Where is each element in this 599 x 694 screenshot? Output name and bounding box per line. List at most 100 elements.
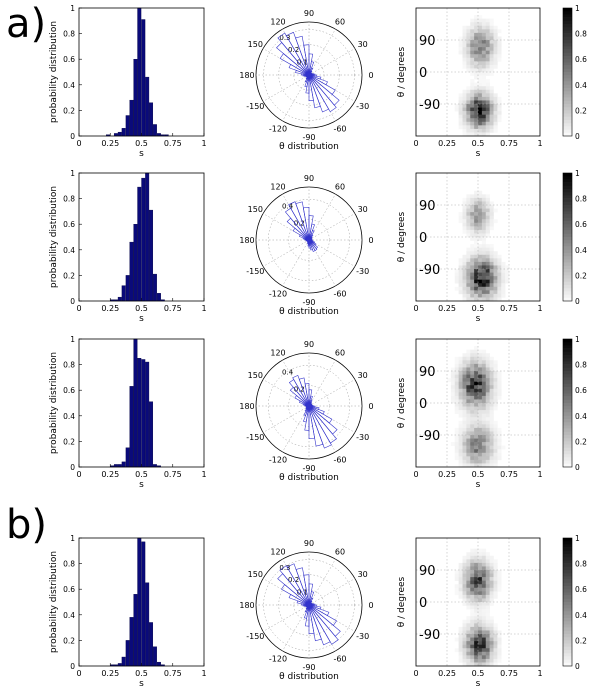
heatmap-cell — [481, 68, 487, 73]
heatmap-cell — [485, 293, 490, 298]
heatmap-cell — [489, 290, 494, 295]
heatmap-cell — [466, 431, 471, 436]
heatmap-cell — [489, 118, 494, 123]
heatmap-cell — [481, 132, 487, 137]
polar-angle-label: -30 — [356, 267, 369, 276]
heatmap-cell — [474, 623, 479, 628]
heatmap-cell — [481, 276, 487, 280]
heatmap-cell — [470, 293, 475, 298]
heatmap-cell — [470, 194, 475, 199]
heatmap-cell — [474, 658, 479, 663]
histogram-bar — [125, 447, 130, 468]
heatmap-cell — [466, 229, 471, 234]
heatmap-cell — [478, 215, 483, 220]
heatmap-cell — [489, 566, 494, 571]
colorbar-segment — [563, 126, 572, 130]
heatmap-cell — [497, 584, 502, 589]
heatmap-cell — [481, 229, 487, 234]
heatmap-cell — [481, 548, 487, 553]
heatmap-cell — [478, 121, 483, 126]
heatmap-cell — [481, 591, 487, 596]
heatmap-cell — [466, 215, 471, 220]
histogram-bar — [125, 115, 130, 137]
heatmap-cell — [481, 381, 487, 386]
polar-angle-label: -60 — [333, 456, 346, 465]
colorbar-segment — [563, 637, 572, 641]
polar-grid-spoke — [262, 239, 310, 267]
heatmap-cell — [470, 417, 475, 422]
heatmap-cell — [485, 388, 490, 393]
heatmap-cell — [470, 121, 475, 126]
colorbar-segment — [563, 195, 572, 199]
heatmap-cell — [489, 452, 494, 457]
heatmap-cell — [478, 96, 483, 101]
heatmap-cell — [474, 641, 479, 645]
colorbar-segment — [563, 570, 572, 574]
colorbar-segment — [563, 173, 572, 177]
heatmap-cell — [470, 82, 475, 87]
heatmap-cell — [470, 50, 475, 55]
colorbar-segment — [563, 179, 572, 183]
heatmap-cell — [466, 459, 471, 464]
colorbar-segment — [563, 624, 572, 628]
polar-angle-label: 90 — [304, 174, 314, 183]
heatmap-cell — [489, 93, 494, 98]
heatmap-cell — [478, 89, 483, 94]
polar-grid-ring — [267, 364, 351, 448]
heatmap-cell — [462, 555, 467, 560]
heatmap-cell — [470, 297, 475, 302]
heatmap-cell — [489, 265, 494, 270]
heatmap-cell — [485, 194, 490, 199]
heatmap-cell — [466, 118, 471, 123]
heatmap-cell — [470, 658, 475, 663]
heatmap-cell — [485, 623, 490, 628]
heatmap-cell — [485, 602, 490, 606]
heatmap-cell — [462, 205, 467, 209]
heatmap-cell — [478, 269, 483, 273]
heatmap-cell — [466, 54, 471, 59]
heatmap-cell — [462, 591, 467, 596]
heatmap-cell — [481, 452, 487, 457]
heatmap-cell — [481, 47, 487, 51]
heatmap-cell — [493, 47, 498, 51]
heatmap-cell — [481, 598, 487, 603]
heatmap-cell — [478, 247, 483, 252]
heatmap-cell — [474, 244, 479, 248]
heatmap-cell — [458, 104, 463, 108]
x-tick-label: 0.5 — [135, 470, 148, 479]
x-axis-label: θ distribution — [279, 473, 339, 483]
heatmap-cell — [450, 385, 456, 390]
heatmap-cell — [470, 399, 475, 404]
histogram-bar — [125, 640, 130, 667]
polar-grid-ring — [278, 574, 340, 636]
heatmap-cell — [474, 201, 479, 206]
heatmap-cell — [493, 43, 498, 48]
y-tick-label: 0.6 — [63, 386, 75, 395]
heatmap-cell — [454, 452, 459, 457]
histogram-bar — [145, 172, 150, 302]
x-tick-label: 1 — [537, 139, 542, 148]
heatmap-cell — [478, 290, 483, 295]
heatmap-cell — [485, 452, 490, 457]
heatmap-cell — [458, 286, 463, 291]
heatmap-cell — [478, 623, 483, 628]
heatmap-cell — [466, 427, 471, 432]
heatmap-cell — [466, 25, 471, 30]
heatmap-cell — [474, 413, 479, 418]
colorbar-segment — [563, 409, 572, 413]
heatmap-cell — [466, 360, 471, 365]
colorbar-segment — [563, 243, 572, 247]
colorbar-frame — [562, 338, 573, 468]
heatmap-cell — [505, 265, 510, 270]
heatmap-cell — [470, 449, 475, 454]
heatmap-cell — [466, 619, 471, 624]
heatmap-cell — [470, 591, 475, 596]
heatmap-cell — [493, 406, 498, 411]
heatmap-cell — [466, 125, 471, 130]
histogram-bar — [129, 386, 134, 468]
colorbar-frame — [562, 7, 573, 137]
heatmap-cell — [481, 79, 487, 83]
histogram-bar — [121, 128, 126, 137]
heatmap-cell — [470, 286, 475, 291]
heatmap-cell — [462, 449, 467, 454]
